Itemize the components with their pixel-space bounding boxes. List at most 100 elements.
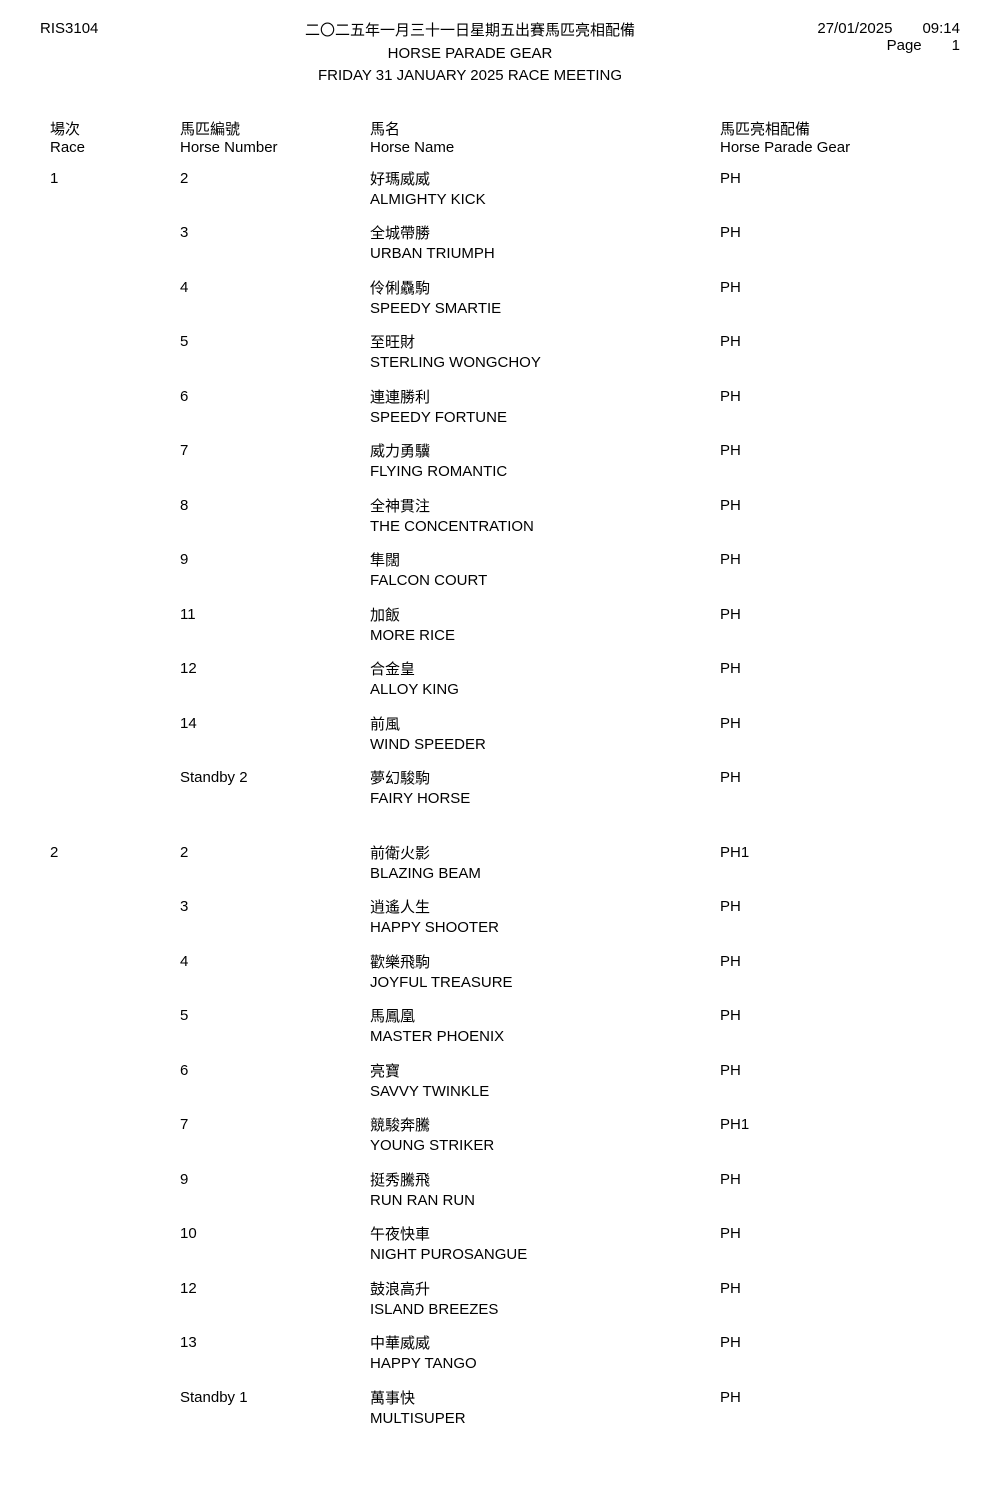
entry-row: 12合金皇ALLOY KINGPH (40, 660, 960, 701)
horse-number-cell: 9 (180, 551, 370, 568)
horse-name-en: NIGHT PUROSANGUE (370, 1245, 720, 1265)
race-number-cell: 2 (40, 844, 180, 861)
horse-name-en: HAPPY TANGO (370, 1354, 720, 1374)
horse-name-en: HAPPY SHOOTER (370, 918, 720, 938)
horse-name-cell: 連連勝利SPEEDY FORTUNE (370, 388, 720, 429)
gear-cell: PH (720, 497, 960, 514)
horse-name-en: MULTISUPER (370, 1409, 720, 1429)
horse-number-cell: Standby 1 (180, 1389, 370, 1406)
horse-name-cell: 好瑪威威ALMIGHTY KICK (370, 170, 720, 211)
entry-row: 22前衛火影BLAZING BEAMPH1 (40, 844, 960, 885)
horse-name-cn: 隼闊 (370, 551, 720, 571)
horse-name-cn: 午夜快車 (370, 1225, 720, 1245)
entry-row: Standby 1萬事快MULTISUPERPH (40, 1389, 960, 1430)
horse-name-en: FAIRY HORSE (370, 789, 720, 809)
horse-number-cell: 11 (180, 606, 370, 623)
col-name-en: Horse Name (370, 139, 720, 156)
horse-name-cn: 競駿奔騰 (370, 1116, 720, 1136)
entry-row: 11加飯MORE RICEPH (40, 606, 960, 647)
horse-number-cell: 6 (180, 388, 370, 405)
horse-name-cn: 全城帶勝 (370, 224, 720, 244)
horse-name-cell: 至旺財STERLING WONGCHOY (370, 333, 720, 374)
col-header-gear: 馬匹亮相配備 Horse Parade Gear (720, 118, 960, 156)
horse-name-cell: 鼓浪高升ISLAND BREEZES (370, 1280, 720, 1321)
title-en-2: FRIDAY 31 JANUARY 2025 RACE MEETING (160, 65, 780, 88)
horse-name-cn: 連連勝利 (370, 388, 720, 408)
horse-name-en: BLAZING BEAM (370, 864, 720, 884)
horse-number-cell: 14 (180, 715, 370, 732)
horse-name-cn: 威力勇驥 (370, 442, 720, 462)
horse-number-cell: 3 (180, 898, 370, 915)
horse-name-en: SAVVY TWINKLE (370, 1082, 720, 1102)
horse-name-cell: 夢幻駿駒FAIRY HORSE (370, 769, 720, 810)
entry-row: Standby 2夢幻駿駒FAIRY HORSEPH (40, 769, 960, 810)
horse-name-en: SPEEDY SMARTIE (370, 299, 720, 319)
entry-row: 6亮寶SAVVY TWINKLEPH (40, 1062, 960, 1103)
horse-name-cn: 伶俐驫駒 (370, 279, 720, 299)
horse-name-cell: 全神貫注THE CONCENTRATION (370, 497, 720, 538)
col-num-en: Horse Number (180, 139, 370, 156)
horse-number-cell: 13 (180, 1334, 370, 1351)
horse-name-cn: 鼓浪高升 (370, 1280, 720, 1300)
horse-name-cell: 亮寶SAVVY TWINKLE (370, 1062, 720, 1103)
entry-row: 4伶俐驫駒SPEEDY SMARTIEPH (40, 279, 960, 320)
print-date: 27/01/2025 (817, 20, 892, 37)
gear-cell: PH1 (720, 844, 960, 861)
horse-name-en: URBAN TRIUMPH (370, 244, 720, 264)
horse-name-en: YOUNG STRIKER (370, 1136, 720, 1156)
entry-row: 4歡樂飛駒JOYFUL TREASUREPH (40, 953, 960, 994)
header-right: 27/01/2025 09:14 Page 1 (780, 20, 960, 54)
race-block: 12好瑪威威ALMIGHTY KICKPH3全城帶勝URBAN TRIUMPHP… (40, 170, 960, 810)
horse-name-en: ALLOY KING (370, 680, 720, 700)
horse-number-cell: 5 (180, 1007, 370, 1024)
race-block: 22前衛火影BLAZING BEAMPH13逍遙人生HAPPY SHOOTERP… (40, 844, 960, 1430)
gear-cell: PH (720, 551, 960, 568)
horse-name-cn: 逍遙人生 (370, 898, 720, 918)
horse-name-cell: 競駿奔騰YOUNG STRIKER (370, 1116, 720, 1157)
horse-name-cell: 萬事快MULTISUPER (370, 1389, 720, 1430)
horse-name-cell: 挺秀騰飛RUN RAN RUN (370, 1171, 720, 1212)
horse-name-cell: 伶俐驫駒SPEEDY SMARTIE (370, 279, 720, 320)
gear-cell: PH (720, 388, 960, 405)
horse-name-cn: 至旺財 (370, 333, 720, 353)
horse-name-en: ISLAND BREEZES (370, 1300, 720, 1320)
horse-number-cell: 7 (180, 442, 370, 459)
gear-cell: PH1 (720, 1116, 960, 1133)
horse-name-cn: 全神貫注 (370, 497, 720, 517)
horse-name-en: SPEEDY FORTUNE (370, 408, 720, 428)
race-number-cell: 1 (40, 170, 180, 187)
print-time: 09:14 (922, 20, 960, 37)
entry-row: 12好瑪威威ALMIGHTY KICKPH (40, 170, 960, 211)
gear-cell: PH (720, 1062, 960, 1079)
horse-number-cell: 3 (180, 224, 370, 241)
gear-cell: PH (720, 1280, 960, 1297)
horse-name-cn: 前風 (370, 715, 720, 735)
horse-name-cell: 午夜快車NIGHT PUROSANGUE (370, 1225, 720, 1266)
title-en-1: HORSE PARADE GEAR (160, 43, 780, 66)
horse-name-en: FLYING ROMANTIC (370, 462, 720, 482)
report-code: RIS3104 (40, 20, 160, 37)
gear-cell: PH (720, 1007, 960, 1024)
horse-name-cn: 中華威威 (370, 1334, 720, 1354)
entry-row: 6連連勝利SPEEDY FORTUNEPH (40, 388, 960, 429)
gear-cell: PH (720, 1334, 960, 1351)
horse-name-cell: 前風WIND SPEEDER (370, 715, 720, 756)
horse-name-cell: 前衛火影BLAZING BEAM (370, 844, 720, 885)
horse-name-en: JOYFUL TREASURE (370, 973, 720, 993)
col-header-number: 馬匹編號 Horse Number (180, 118, 370, 156)
col-name-cn: 馬名 (370, 118, 720, 139)
horse-name-cell: 全城帶勝URBAN TRIUMPH (370, 224, 720, 265)
gear-cell: PH (720, 1171, 960, 1188)
gear-cell: PH (720, 279, 960, 296)
horse-number-cell: 2 (180, 844, 370, 861)
horse-number-cell: 2 (180, 170, 370, 187)
horse-name-cell: 逍遙人生HAPPY SHOOTER (370, 898, 720, 939)
horse-number-cell: 5 (180, 333, 370, 350)
col-race-cn: 場次 (50, 118, 180, 139)
gear-cell: PH (720, 170, 960, 187)
entry-row: 3全城帶勝URBAN TRIUMPHPH (40, 224, 960, 265)
horse-number-cell: 7 (180, 1116, 370, 1133)
horse-name-cn: 馬鳳凰 (370, 1007, 720, 1027)
header-title-block: 二〇二五年一月三十一日星期五出賽馬匹亮相配備 HORSE PARADE GEAR… (160, 20, 780, 88)
entry-row: 14前風WIND SPEEDERPH (40, 715, 960, 756)
